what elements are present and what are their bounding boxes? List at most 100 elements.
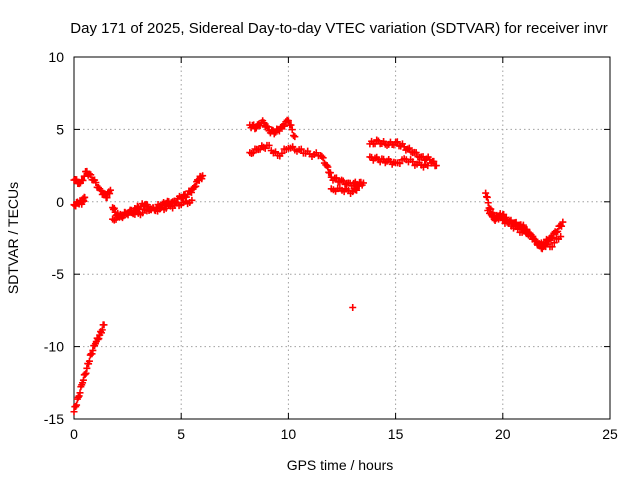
data-point: [323, 162, 331, 170]
data-point: [548, 243, 556, 251]
data-points: [70, 116, 567, 416]
x-tick-label: 10: [281, 426, 297, 442]
data-point: [558, 222, 566, 230]
y-tick-label: 10: [48, 49, 64, 65]
grid: [74, 57, 610, 419]
data-point: [98, 326, 106, 334]
y-tick-label: -10: [44, 339, 64, 355]
data-point: [192, 182, 200, 190]
data-point: [73, 401, 81, 409]
data-point: [359, 179, 367, 187]
data-point: [319, 154, 327, 162]
data-point: [349, 304, 357, 312]
y-tick-label: 0: [56, 194, 64, 210]
data-point: [72, 403, 80, 411]
data-point: [482, 189, 490, 197]
plot-frame: [73, 56, 611, 420]
data-point: [405, 144, 413, 152]
data-point: [409, 158, 417, 166]
data-point: [112, 215, 120, 223]
data-point: [162, 204, 170, 212]
data-point: [484, 199, 492, 207]
data-point: [88, 350, 96, 358]
data-point: [326, 169, 334, 177]
data-point: [85, 170, 93, 178]
data-point: [559, 218, 567, 226]
y-tick-label: -5: [52, 266, 65, 282]
data-point: [187, 188, 195, 196]
data-point: [432, 162, 440, 170]
data-point: [106, 186, 114, 194]
data-point: [74, 393, 82, 401]
data-point: [554, 227, 562, 235]
data-point: [393, 138, 401, 146]
data-point: [424, 162, 432, 170]
data-point: [264, 123, 272, 131]
data-point: [106, 190, 114, 198]
x-tick-label: 15: [388, 426, 404, 442]
y-tick-label: 5: [56, 121, 64, 137]
y-tick-label: -15: [44, 411, 64, 427]
data-point: [100, 321, 108, 329]
data-point: [110, 204, 118, 212]
data-point: [552, 228, 560, 236]
data-point: [92, 179, 100, 187]
data-point: [143, 201, 151, 209]
data-point: [249, 149, 257, 157]
data-point: [287, 121, 295, 129]
data-point: [430, 157, 438, 165]
data-point: [70, 408, 78, 416]
data-point: [396, 159, 404, 167]
data-point: [537, 239, 545, 247]
data-point: [332, 174, 340, 182]
data-point: [265, 141, 273, 149]
data-point: [355, 182, 363, 190]
data-point: [557, 233, 565, 241]
data-point: [529, 232, 537, 240]
data-point: [81, 193, 89, 201]
data-point: [188, 196, 196, 204]
data-point: [281, 122, 289, 130]
x-tick-label: 0: [70, 426, 78, 442]
data-point: [290, 132, 298, 140]
data-point: [199, 172, 207, 180]
x-axis-label: GPS time / hours: [287, 457, 394, 473]
data-point: [87, 171, 95, 179]
data-point: [76, 389, 84, 397]
data-point: [549, 234, 557, 242]
data-point: [318, 152, 326, 160]
x-tick-label: 20: [495, 426, 511, 442]
data-point: [353, 186, 361, 194]
data-point: [85, 357, 93, 365]
data-point: [94, 335, 102, 343]
data-point: [272, 148, 280, 156]
data-point: [278, 149, 286, 157]
x-tick-label: 5: [177, 426, 185, 442]
data-point: [483, 193, 491, 201]
data-point: [95, 335, 103, 343]
data-point: [83, 364, 91, 372]
data-point: [284, 117, 292, 125]
data-point: [550, 239, 558, 247]
data-point: [412, 149, 420, 157]
data-point: [291, 133, 299, 141]
data-point: [275, 127, 283, 135]
data-point: [297, 145, 305, 153]
data-point: [82, 369, 90, 377]
data-point: [252, 124, 260, 132]
data-point: [505, 218, 513, 226]
data-point: [81, 370, 89, 378]
chart-title: Day 171 of 2025, Sidereal Day-to-day VTE…: [70, 20, 607, 37]
data-point: [89, 346, 97, 354]
axis-ticks: 0 5 10 15 20 25 -15 -10 -5 0 5 10: [44, 49, 618, 442]
y-axis-label: SDTVAR / TECUs: [5, 182, 21, 294]
data-point: [79, 376, 87, 384]
data-point: [324, 163, 332, 171]
data-point: [80, 172, 88, 180]
data-point: [79, 176, 87, 184]
x-tick-label: 25: [602, 426, 618, 442]
data-point: [103, 194, 111, 202]
data-point: [288, 126, 296, 134]
